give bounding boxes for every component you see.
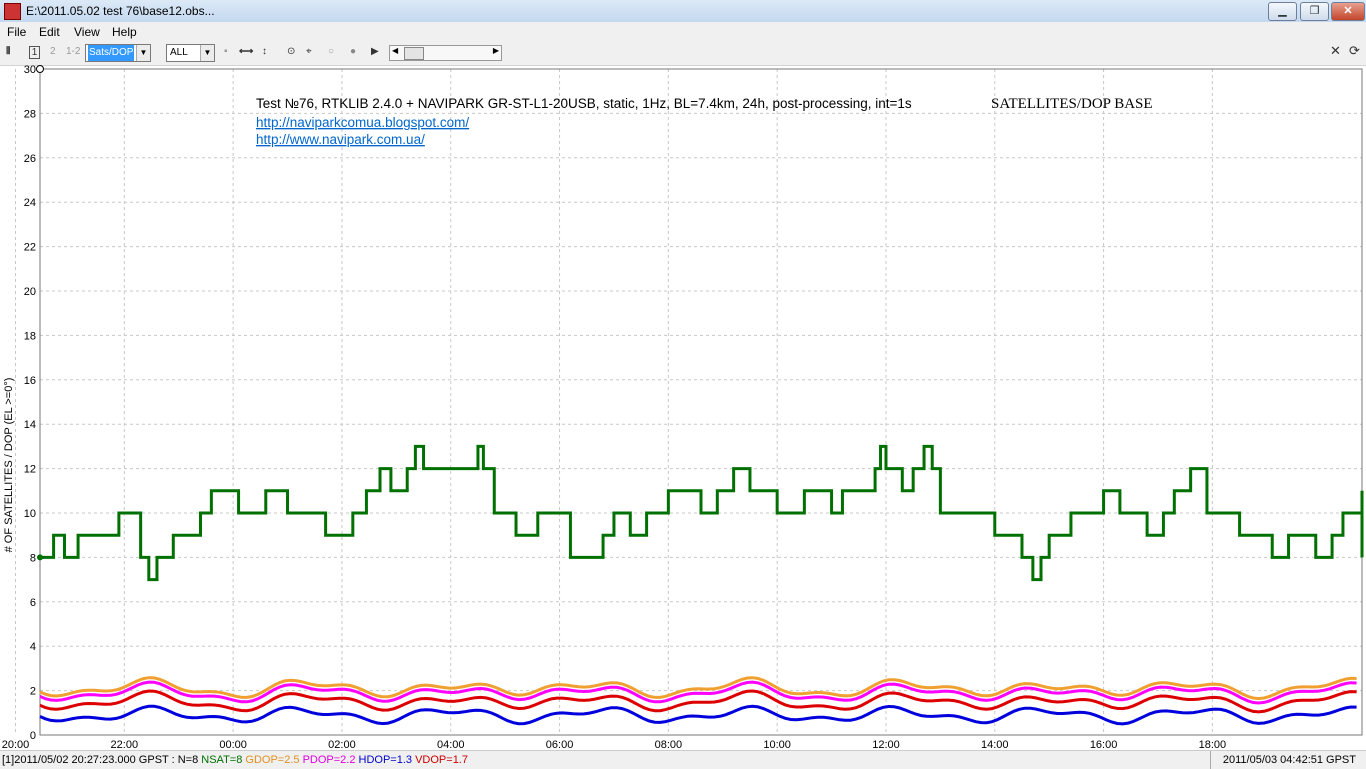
blog-link[interactable]: http://naviparkcomua.blogspot.com/ xyxy=(256,115,469,130)
website-link[interactable]: http://www.navipark.com.ua/ xyxy=(256,132,425,147)
status-hdop: HDOP=1.3 xyxy=(358,754,413,766)
frame-1-button[interactable]: 1 xyxy=(29,46,40,59)
marker-hollow-icon[interactable]: ○ xyxy=(328,46,335,57)
time-scrollbar[interactable]: ◀ ▶ xyxy=(389,45,502,61)
y-tick-label: 10 xyxy=(24,508,36,520)
vdop-line xyxy=(39,689,1357,714)
y-tick-label: 6 xyxy=(30,597,36,609)
nsat-start-point xyxy=(37,554,43,561)
status-end-time: 2011/05/03 04:42:51 GPST xyxy=(1209,751,1356,769)
x-tick-label: 12:00 xyxy=(872,739,900,750)
y-tick-label: 18 xyxy=(24,330,36,342)
menu-bar: File Edit View Help xyxy=(0,22,1366,41)
plot-frame xyxy=(39,68,1363,736)
crosshair-icon[interactable]: ⌖ xyxy=(306,46,312,57)
marker-filled-icon[interactable]: ● xyxy=(350,46,357,57)
toolbar: ⦀ 1 2 1-2 Sats/DOP ▼ ALL ▼ ▪ ⟷ ↕ ⊙ ⌖ ○ ●… xyxy=(0,41,1366,66)
scrollbar-thumb[interactable] xyxy=(404,47,424,60)
window-title: E:\2011.05.02 test 76\base12.obs... xyxy=(26,4,215,18)
play-icon[interactable]: ▶ xyxy=(371,46,379,57)
menu-view[interactable]: View xyxy=(74,25,100,39)
menu-help[interactable]: Help xyxy=(112,25,137,39)
y-tick-label: 14 xyxy=(24,419,36,431)
status-gdop: GDOP=2.5 xyxy=(245,754,300,766)
y-tick-label: 26 xyxy=(24,153,36,165)
y-tick-label: 16 xyxy=(24,375,36,387)
menu-file[interactable]: File xyxy=(7,25,27,39)
scroll-right-icon[interactable]: ▶ xyxy=(492,46,499,55)
fit-horizontal-icon[interactable]: ⟷ xyxy=(239,46,254,57)
plot-heading: SATELLITES/DOP BASE xyxy=(991,96,1153,112)
title-bar: E:\2011.05.02 test 76\base12.obs... ▁ ❐ … xyxy=(0,0,1366,23)
status-vdop: VDOP=1.7 xyxy=(415,754,468,766)
connect-icon[interactable]: ⦀ xyxy=(6,46,11,57)
maximize-button[interactable]: ❐ xyxy=(1300,2,1329,21)
y-axis-label: # OF SATELLITES / DOP (EL >=0°) xyxy=(3,378,15,553)
origin-marker xyxy=(36,65,44,73)
status-bar: [1]2011/05/02 20:27:23.000 GPST : N=8 NS… xyxy=(0,750,1366,769)
status-nsat: NSAT=8 xyxy=(201,754,243,766)
chevron-down-icon: ▼ xyxy=(136,45,150,61)
y-tick-label: 12 xyxy=(24,464,36,476)
x-tick-label: 18:00 xyxy=(1199,739,1227,750)
x-tick-label: 22:00 xyxy=(111,739,139,750)
status-readout: [1]2011/05/02 20:27:23.000 GPST : N=8 NS… xyxy=(2,751,468,769)
gdop-line xyxy=(39,676,1357,701)
y-tick-label: 24 xyxy=(24,197,36,209)
close-button[interactable]: ✕ xyxy=(1331,2,1365,21)
frame-2-button[interactable]: 2 xyxy=(50,46,56,57)
x-tick-label: 02:00 xyxy=(328,739,356,750)
plot-type-select[interactable]: Sats/DOP ▼ xyxy=(85,44,151,62)
y-tick-label: 22 xyxy=(24,242,36,254)
frame-1-2-button[interactable]: 1-2 xyxy=(66,46,81,57)
x-tick-label: 06:00 xyxy=(546,739,574,750)
center-origin-icon[interactable]: ⊙ xyxy=(287,46,296,57)
y-tick-label: 28 xyxy=(24,108,36,120)
x-tick-label: 20:00 xyxy=(2,739,30,750)
y-tick-label: 20 xyxy=(24,286,36,298)
grid xyxy=(15,68,1362,736)
status-pdop: PDOP=2.2 xyxy=(302,754,356,766)
x-tick-label: 04:00 xyxy=(437,739,465,750)
satellite-filter-select[interactable]: ALL ▼ xyxy=(166,44,215,62)
plot-type-value: Sats/DOP xyxy=(88,45,135,61)
status-time: [1]2011/05/02 20:27:23.000 GPST : N=8 xyxy=(2,754,199,766)
y-tick-label: 4 xyxy=(30,641,36,653)
scroll-left-icon[interactable]: ◀ xyxy=(392,46,399,55)
x-tick-label: 10:00 xyxy=(763,739,791,750)
nsat-line xyxy=(40,444,1364,582)
x-tick-label: 16:00 xyxy=(1090,739,1118,750)
series xyxy=(37,444,1364,726)
hdop-line xyxy=(39,704,1357,726)
y-tick-label: 2 xyxy=(30,686,36,698)
fit-vertical-icon[interactable]: ↕ xyxy=(262,46,267,57)
x-tick-label: 00:00 xyxy=(219,739,247,750)
plot-area[interactable]: 0 2 4 6 8 10 12 14 16 18 20 22 24 26 28 30 22:00 00:00 02:… xyxy=(0,65,1366,750)
x-tick-label: 08:00 xyxy=(655,739,683,750)
small-dot-icon[interactable]: ▪ xyxy=(224,46,228,57)
satellite-filter-value: ALL xyxy=(170,47,188,58)
minimize-button[interactable]: ▁ xyxy=(1268,2,1297,21)
chevron-down-icon: ▼ xyxy=(200,45,214,61)
menu-edit[interactable]: Edit xyxy=(39,25,60,39)
plot-annotation: Test №76, RTKLIB 2.4.0 + NAVIPARK GR-ST-… xyxy=(256,96,912,111)
app-icon xyxy=(4,3,21,20)
y-tick-label: 0 xyxy=(30,730,36,742)
y-tick-label: 8 xyxy=(30,552,36,564)
x-tick-label: 14:00 xyxy=(981,739,1009,750)
y-tick-label: 30 xyxy=(24,65,36,76)
close-plot-button[interactable]: ✕ xyxy=(1330,43,1341,58)
refresh-icon[interactable]: ⟳ xyxy=(1349,43,1360,58)
pdop-line xyxy=(39,680,1357,705)
